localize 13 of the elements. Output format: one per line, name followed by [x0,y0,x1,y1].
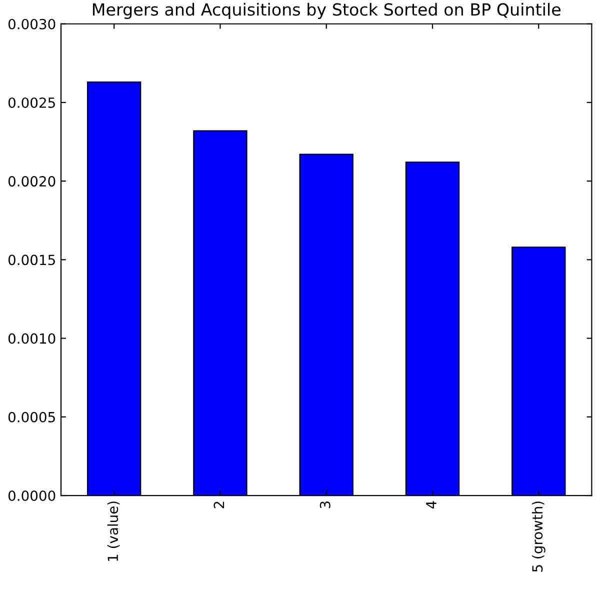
x-tick-label: 2 [214,502,224,508]
y-tick-label: 0.0020 [8,176,56,187]
x-tick-label: 5 (growth) [532,502,546,572]
x-tick-label: 1 (value) [107,502,120,561]
y-tick-label: 0.0010 [8,333,56,344]
y-tick-label: 0.0025 [8,97,55,108]
y-tick-label: 0.0005 [8,412,55,422]
x-tick-label: 3 [320,501,330,508]
x-tick-label: 4 [426,501,436,509]
y-tick-label: 0.0015 [8,254,55,266]
y-tick-label: 0.0030 [8,18,56,30]
y-tick-label: 0.0000 [8,490,56,501]
chart-title: Mergers and Acquisitions by Stock Sorted on BP Quintile [92,2,560,20]
